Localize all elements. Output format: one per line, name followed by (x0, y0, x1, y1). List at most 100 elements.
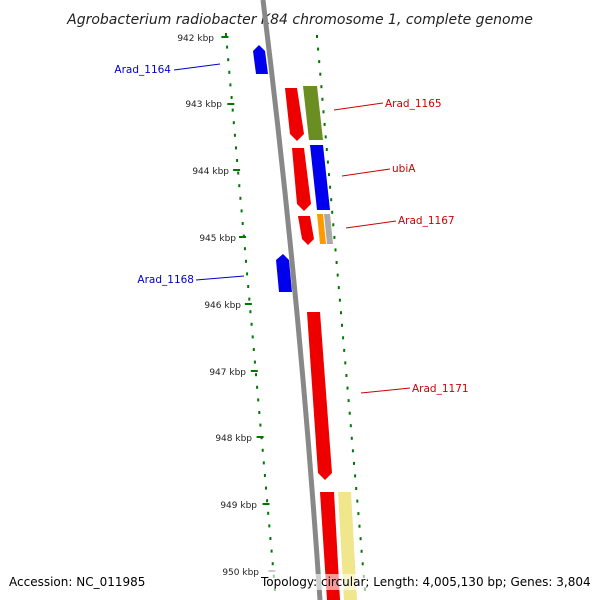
left-dot (257, 398, 260, 402)
right-dot (340, 311, 342, 315)
gene-ubia[interactable] (292, 145, 330, 211)
label-arad-1167[interactable]: Arad_1167 (398, 215, 455, 227)
left-dot (238, 184, 241, 188)
right-dot (322, 110, 325, 114)
leader-lines (173, 63, 411, 394)
left-dot (249, 310, 252, 314)
gene-arad-1165-red[interactable] (285, 88, 304, 141)
right-dot (345, 374, 348, 377)
kbp-label-947: 947 kbp (209, 368, 246, 378)
left-dot (226, 45, 229, 49)
right-dot (354, 474, 357, 478)
right-dot (351, 449, 354, 453)
left-dot (259, 423, 262, 427)
kbp-tick (244, 303, 252, 305)
left-dot (250, 322, 253, 326)
label-arad-1171[interactable]: Arad_1171 (412, 383, 469, 395)
gene-ubia-cds[interactable] (310, 145, 330, 210)
right-dot (324, 135, 327, 139)
left-dot (237, 171, 240, 175)
left-dot (268, 524, 271, 528)
left-dot (230, 96, 233, 99)
gene-arad-1171[interactable] (307, 312, 332, 480)
left-dot (233, 133, 236, 137)
right-dot (332, 223, 335, 227)
gene-arad-1164[interactable] (253, 45, 268, 74)
right-dot (357, 512, 360, 516)
left-dot (232, 121, 235, 125)
right-dot (347, 399, 350, 403)
right-dot (317, 47, 320, 51)
label-arad-1164[interactable]: Arad_1164 (114, 64, 171, 76)
kbp-tick (227, 103, 235, 105)
right-dot (319, 72, 322, 76)
right-dot (350, 436, 353, 440)
gene-arad-1167-orange[interactable] (317, 214, 326, 244)
left-dot (263, 474, 266, 477)
right-dot (338, 298, 341, 302)
gene-ubia-red[interactable] (292, 148, 311, 211)
left-dot (236, 159, 239, 162)
gene-arad-1167-red[interactable] (298, 216, 314, 245)
left-dot (255, 373, 257, 377)
gene-bottom-red[interactable] (320, 492, 340, 600)
left-dot (252, 348, 255, 351)
kbp-label-943: 943 kbp (185, 100, 222, 110)
kbp-label-942: 942 kbp (177, 34, 214, 44)
left-dot (251, 335, 254, 339)
left-dot (266, 499, 269, 503)
right-dot (361, 562, 364, 566)
right-dot (344, 361, 347, 365)
right-dot (318, 60, 321, 64)
right-dot (335, 261, 338, 264)
right-dot (320, 85, 323, 89)
left-dot (253, 360, 256, 364)
right-dot (336, 273, 339, 277)
right-dot (341, 323, 343, 327)
label-arad-1168[interactable]: Arad_1168 (137, 274, 194, 286)
left-dot (247, 285, 250, 288)
right-dot (353, 461, 355, 465)
left-dot (241, 222, 244, 225)
gene-arad-1167-grey[interactable] (324, 214, 333, 244)
kbp-tick (239, 236, 246, 238)
leader-ubia (341, 168, 391, 177)
leader-arad-1171 (360, 387, 411, 394)
right-dot (321, 97, 324, 101)
left-dot (231, 108, 234, 112)
label-arad-1165[interactable]: Arad_1165 (385, 98, 442, 110)
kbp-tick (221, 36, 229, 38)
gene-arad-1165[interactable] (285, 86, 323, 141)
left-dot (240, 209, 243, 213)
gene-arad-1168[interactable] (276, 254, 292, 292)
left-dot (227, 58, 230, 62)
gene-arad-1165-cds[interactable] (303, 86, 323, 140)
left-dot (228, 70, 231, 74)
footer-summary-bg (258, 574, 593, 590)
right-dot (334, 248, 337, 252)
left-dot-track (225, 33, 276, 591)
label-ubia[interactable]: ubiA (392, 163, 416, 175)
left-dot (267, 511, 270, 515)
right-dot (356, 499, 359, 503)
left-dot (239, 196, 242, 200)
gene-arad-1167[interactable] (298, 214, 333, 245)
kbp-label-945: 945 kbp (199, 234, 236, 244)
right-dot (360, 549, 363, 553)
right-dot (343, 348, 346, 352)
right-dot (342, 336, 345, 340)
right-dot (346, 386, 349, 390)
left-dot (246, 272, 249, 276)
gene-labels: Arad_1164 Arad_1165 ubiA Arad_1167 Arad_… (114, 64, 468, 395)
right-dot (328, 173, 330, 177)
right-dot (326, 160, 329, 164)
right-dot (349, 424, 352, 428)
kbp-ticks (221, 36, 276, 572)
gene-bottom-pair[interactable] (320, 492, 357, 600)
right-dot-track (316, 35, 366, 591)
gene-bottom-yellow[interactable] (338, 492, 357, 600)
left-dot (248, 297, 251, 301)
right-dot (337, 286, 340, 290)
kbp-label-948: 948 kbp (215, 434, 252, 444)
